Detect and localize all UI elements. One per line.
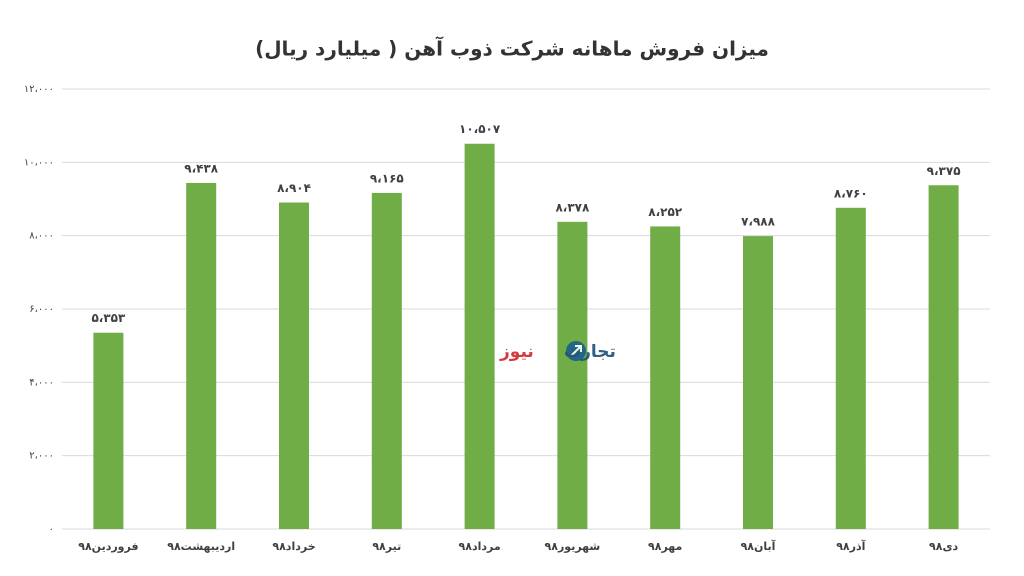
- value-label: ۸،۳۷۸: [555, 200, 590, 214]
- value-label: ۹،۳۷۵: [927, 164, 961, 178]
- value-label: ۱۰،۵۰۷: [459, 122, 501, 136]
- watermark-brand: تجارت: [564, 342, 616, 362]
- bar: [928, 185, 959, 529]
- value-label: ۵،۳۵۳: [91, 311, 126, 325]
- watermark: تجارت نیوز: [499, 341, 616, 362]
- value-label: ۹،۴۳۸: [184, 161, 219, 175]
- x-tick-label: آبان۹۸: [741, 539, 776, 553]
- bar: [93, 332, 124, 529]
- x-tick-label: دی۹۸: [929, 540, 959, 553]
- x-tick-label: مرداد۹۸: [459, 540, 501, 553]
- x-tick-label: خرداد۹۸: [272, 540, 315, 553]
- y-tick-label: ۲،۰۰۰: [29, 451, 54, 462]
- y-tick-label: ۸،۰۰۰: [29, 231, 54, 242]
- bar: [371, 192, 402, 529]
- x-tick-label: اردیبهشت۹۸: [167, 540, 235, 553]
- bar: [650, 226, 681, 529]
- y-tick-label: ۱۲،۰۰۰: [24, 84, 54, 95]
- bar: [186, 182, 217, 529]
- y-tick-label: ۰: [49, 524, 54, 535]
- value-label: ۸،۲۵۲: [648, 205, 683, 219]
- y-tick-label: ۶،۰۰۰: [29, 304, 54, 315]
- value-label: ۹،۱۶۵: [370, 171, 404, 185]
- watermark-suffix: نیوز: [499, 342, 534, 362]
- bar: [557, 221, 588, 529]
- x-tick-label: مهر۹۸: [648, 540, 682, 553]
- bar: [835, 207, 866, 530]
- bar: [464, 143, 495, 529]
- x-tick-label: شهریور۹۸: [545, 540, 601, 553]
- x-tick-label: آذر۹۸: [836, 539, 865, 553]
- bar: [279, 202, 309, 529]
- watermark-arrow: [570, 345, 582, 357]
- value-label: ۸،۹۰۴: [277, 181, 311, 195]
- y-tick-label: ۱۰،۰۰۰: [24, 157, 54, 168]
- bar: [743, 236, 773, 529]
- x-tick-label: تیر۹۸: [372, 540, 401, 553]
- chart-title: میزان فروش ماهانه شرکت ذوب آهن ( میلیارد…: [255, 36, 769, 61]
- y-tick-label: ۴،۰۰۰: [29, 377, 54, 388]
- value-label: ۸،۷۶۰: [834, 186, 868, 200]
- x-tick-label: فروردین۹۸: [78, 540, 138, 553]
- value-label: ۷،۹۸۸: [741, 215, 776, 229]
